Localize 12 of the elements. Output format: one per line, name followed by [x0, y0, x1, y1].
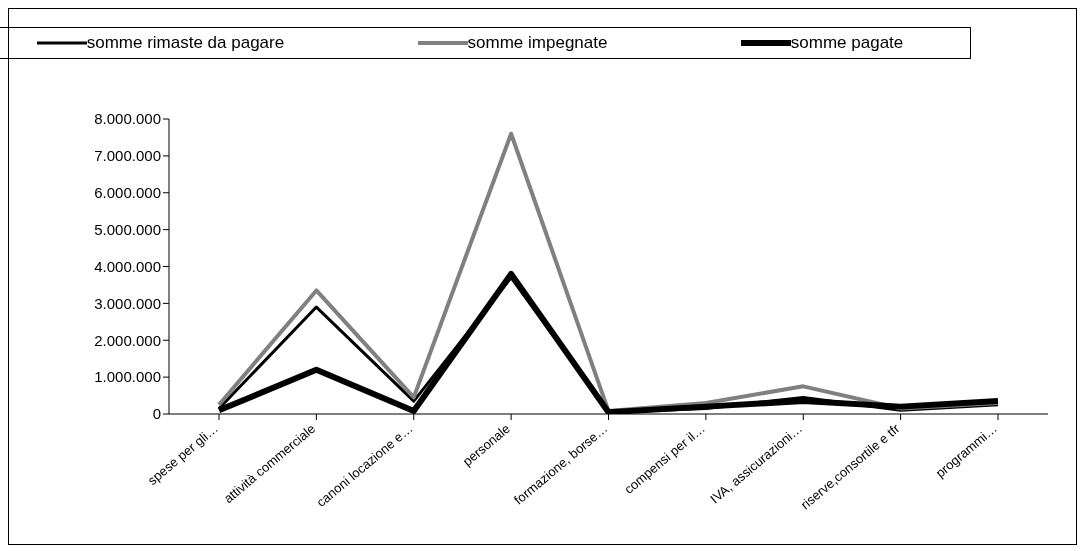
- y-tick-label: 2.000.000: [94, 331, 161, 349]
- legend-label: somme rimaste da pagare: [86, 33, 285, 53]
- y-tick-label: 0: [152, 405, 161, 423]
- y-tick-label: 7.000.000: [94, 147, 161, 165]
- y-tick-label: 3.000.000: [94, 294, 161, 312]
- y-tick-label: 8.000.000: [94, 110, 161, 128]
- y-tick-label: 5.000.000: [94, 220, 161, 238]
- legend-label: somme pagate: [790, 33, 904, 53]
- legend-label: somme impegnate: [467, 33, 608, 53]
- y-tick-label: 4.000.000: [94, 257, 161, 275]
- y-tick-label: 1.000.000: [94, 368, 161, 386]
- y-tick-label: 6.000.000: [94, 184, 161, 202]
